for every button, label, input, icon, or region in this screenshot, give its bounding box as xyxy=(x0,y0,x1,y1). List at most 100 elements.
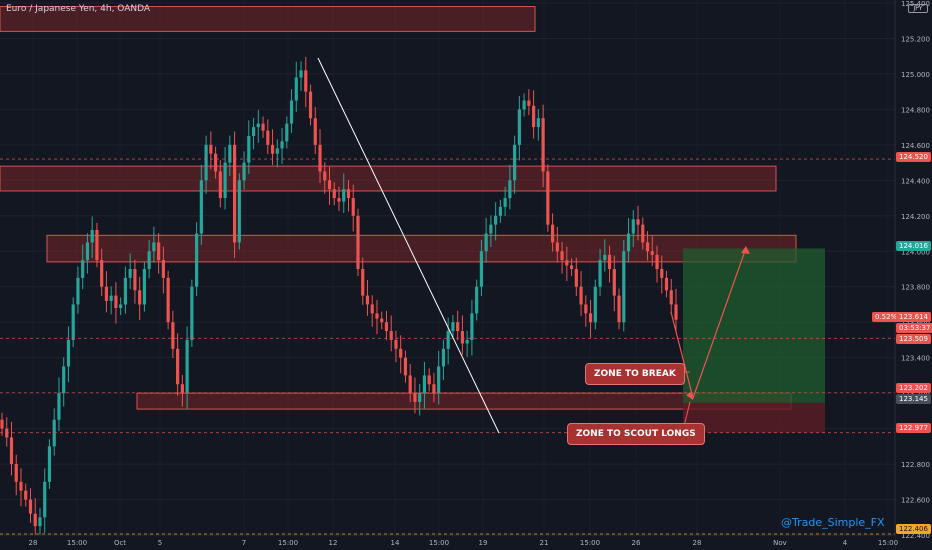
candle-body xyxy=(176,348,180,385)
candle-body xyxy=(432,384,436,394)
candle-body xyxy=(584,304,588,314)
candle-body xyxy=(138,290,142,305)
x-tick-label: 21 xyxy=(540,539,549,547)
candle-body xyxy=(674,304,678,320)
candle-body xyxy=(598,260,602,287)
price-tag-123509: 123.509 xyxy=(896,334,931,344)
candle-body xyxy=(157,242,161,261)
candle-body xyxy=(95,229,99,261)
projection-arrow xyxy=(670,247,747,401)
zone-to-break-label: ZONE TO BREAK xyxy=(585,363,685,385)
candle-body xyxy=(603,254,607,261)
candle-body xyxy=(119,304,123,309)
time-axis: 28 15:00 Oct 5 7 15:00 12 14 15:00 19 21 15:00 26 28 N… xyxy=(0,534,898,550)
candle-body xyxy=(161,260,165,278)
candle-body xyxy=(574,269,578,287)
candle-body xyxy=(479,251,483,287)
candle-body xyxy=(47,446,52,482)
candle-body xyxy=(356,215,360,269)
candle-body xyxy=(275,148,279,154)
candle-body xyxy=(62,366,66,394)
time-axis-bg xyxy=(0,535,895,550)
x-tick-label: 14 xyxy=(391,539,400,547)
price-tag-123145: 123.145 xyxy=(896,394,931,404)
candle-body xyxy=(185,339,189,394)
y-tick-label: 123.400 xyxy=(901,355,930,363)
candle-body xyxy=(403,357,408,376)
candle-body xyxy=(465,339,469,344)
candle-body xyxy=(228,144,232,163)
candle-body xyxy=(76,277,80,305)
candle-body xyxy=(389,331,393,340)
zone-to-scout-longs-label: ZONE TO SCOUT LONGS xyxy=(567,423,705,445)
candle-body xyxy=(142,269,146,305)
candle-body xyxy=(532,105,536,128)
candle-body xyxy=(90,229,94,243)
x-tick-label: Nov xyxy=(773,539,787,547)
candle-body xyxy=(418,393,422,402)
y-tick-label: 124.600 xyxy=(901,142,930,150)
candle-body xyxy=(123,277,128,305)
candle-body xyxy=(470,313,474,340)
candle-body xyxy=(546,171,550,225)
candle-body xyxy=(408,375,412,394)
candle-body xyxy=(375,313,379,319)
price-tag-122977: 122.977 xyxy=(896,423,931,433)
watermark: @Trade_Simple_FX xyxy=(781,516,885,529)
candle-body xyxy=(536,118,540,128)
currency-badge[interactable]: JPY xyxy=(908,4,928,13)
candle-body xyxy=(171,322,175,349)
candle-body xyxy=(380,318,384,323)
candle-body xyxy=(195,233,199,287)
y-tick-label: 125.000 xyxy=(901,71,930,79)
candle-body xyxy=(332,189,336,199)
candle-body xyxy=(318,144,322,172)
candle-body xyxy=(650,251,654,255)
candle-body xyxy=(607,254,612,269)
candle-body xyxy=(327,180,332,190)
candle-body xyxy=(555,242,559,252)
candle-body xyxy=(484,233,488,252)
candle-body xyxy=(437,366,441,394)
zone-box xyxy=(0,6,536,32)
candle-body xyxy=(645,242,650,252)
candle-body xyxy=(66,339,71,367)
candle-body xyxy=(204,144,208,181)
candle-body xyxy=(427,375,431,385)
candle-body xyxy=(213,153,218,172)
candle-body xyxy=(109,295,113,301)
candle-body xyxy=(104,286,109,301)
candle-body xyxy=(24,490,28,500)
candle-body xyxy=(289,100,294,124)
candle-body xyxy=(351,198,355,216)
x-tick-label: 19 xyxy=(479,539,488,547)
y-tick-label: 122.400 xyxy=(901,532,930,540)
x-tick-label: 12 xyxy=(329,539,338,547)
candle-body xyxy=(337,198,341,202)
candle-body xyxy=(270,144,275,154)
y-tick-label: 124.400 xyxy=(901,177,930,185)
candle-body xyxy=(313,118,317,145)
candle-body xyxy=(641,224,645,243)
candle-body xyxy=(81,260,85,278)
zone-box xyxy=(46,234,797,263)
candle-body xyxy=(199,180,203,234)
candle-body xyxy=(308,91,313,119)
candle-body xyxy=(612,269,616,296)
candle-body xyxy=(114,295,118,309)
candle-body xyxy=(370,304,374,314)
candle-body xyxy=(209,144,213,154)
candle-body xyxy=(223,162,227,199)
candle-body xyxy=(541,118,545,172)
bar-timer: 03:53:37 xyxy=(896,323,932,333)
candle-body xyxy=(579,286,583,305)
y-tick-label: 124.000 xyxy=(901,248,930,256)
price-axis-bg xyxy=(895,0,932,550)
candle-body xyxy=(100,260,104,287)
long-position-tool xyxy=(683,248,825,433)
candle-body xyxy=(664,277,669,291)
projection-arrowhead xyxy=(741,246,750,254)
candle-body xyxy=(218,171,222,199)
candle-body xyxy=(147,251,151,269)
